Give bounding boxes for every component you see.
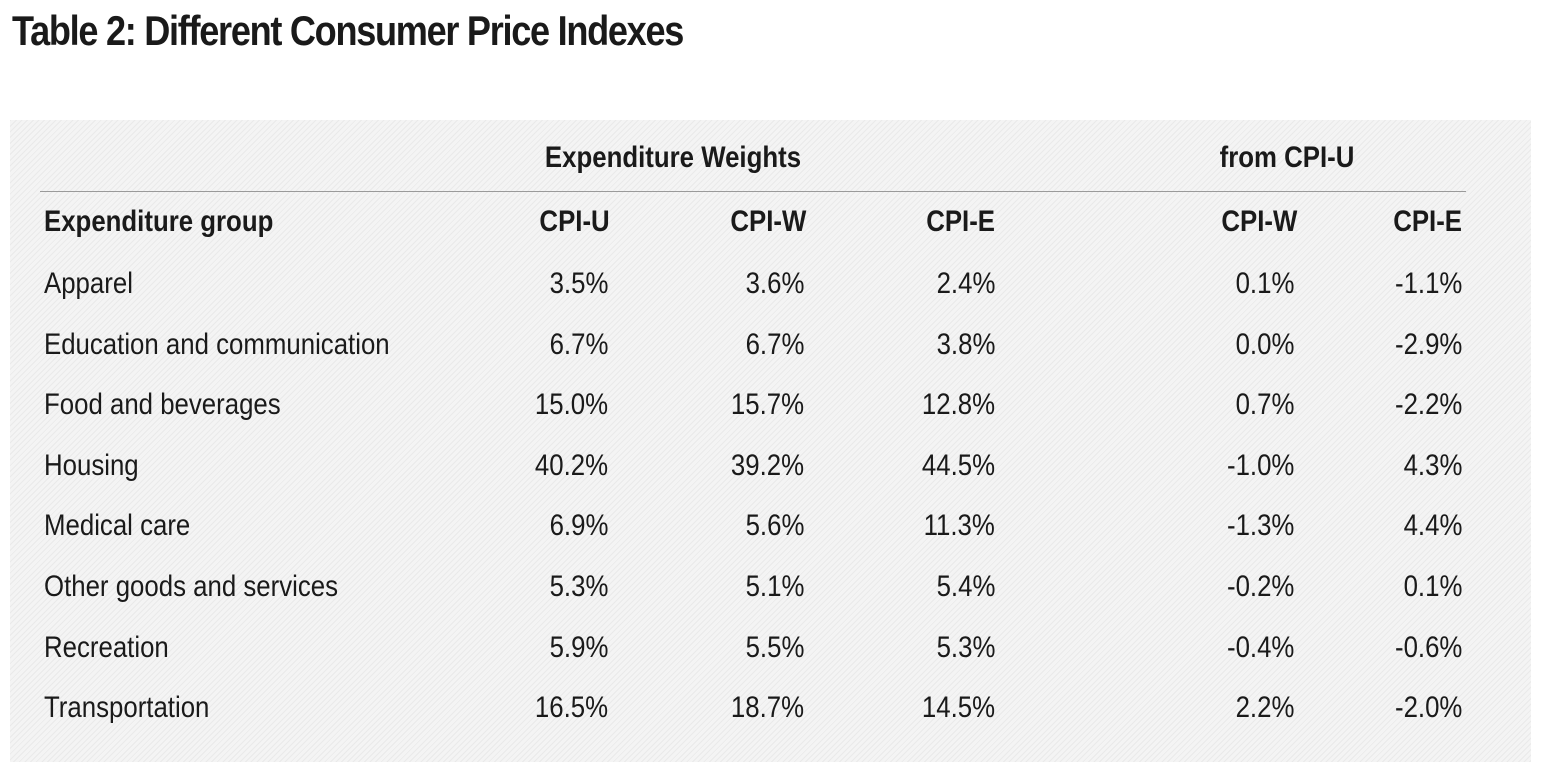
table-cell: -2.2% [1394,388,1462,421]
table-cell: 12.8% [921,388,995,421]
table-cell: 3.6% [745,267,804,300]
table-cell: 0.0% [1235,328,1294,361]
table-cell: 14.5% [921,691,995,724]
table-cell: -2.0% [1394,691,1462,724]
row-label: Housing [44,449,139,482]
row-label: Recreation [44,631,169,664]
table-panel [10,120,1531,762]
table-cell: 6.7% [745,328,804,361]
group-header-expenditure-weights: Expenditure Weights [544,141,802,174]
table-cell: 39.2% [730,449,804,482]
table-cell: 44.5% [921,449,995,482]
table-cell: 5.9% [549,631,608,664]
table-cell: 5.3% [549,570,608,603]
row-label: Food and beverages [44,388,281,421]
group-header-from-cpi-u: from CPI-U [1219,141,1355,174]
table-cell: 40.2% [534,449,608,482]
row-label: Medical care [44,509,191,542]
table-cell: 2.4% [936,267,995,300]
table-cell: -1.3% [1226,509,1294,542]
table-cell: -0.4% [1226,631,1294,664]
table-cell: 11.3% [923,509,995,542]
table-cell: 18.7% [730,691,804,724]
table-cell: 0.1% [1235,267,1294,300]
table-cell: 4.4% [1403,509,1462,542]
table-cell: -0.2% [1226,570,1294,603]
table-cell: 15.0% [534,388,608,421]
row-label: Other goods and services [44,570,338,603]
table-cell: 15.7% [730,388,804,421]
table-cell: 0.1% [1403,570,1462,603]
table-cell: -1.1% [1394,267,1462,300]
table-cell: -2.9% [1394,328,1462,361]
table-cell: 4.3% [1403,449,1462,482]
table-cell: 5.5% [745,631,804,664]
table-cell: 5.3% [936,631,995,664]
column-header: CPI-E [926,205,995,238]
header-divider [40,191,1466,192]
row-label: Apparel [44,267,133,300]
table-cell: -1.0% [1226,449,1294,482]
column-header: CPI-W [730,205,806,238]
table-cell: 5.4% [936,570,995,603]
table-cell: 5.6% [745,509,804,542]
column-header: Expenditure group [44,205,274,238]
page-title: Table 2: Different Consumer Price Indexe… [12,7,684,54]
column-header: CPI-W [1221,205,1297,238]
row-label: Transportation [44,691,210,724]
table-cell: 3.8% [936,328,995,361]
table-cell: 6.9% [549,509,608,542]
table-cell: 3.5% [549,267,608,300]
table-cell: 5.1% [745,570,804,603]
table-cell: 2.2% [1235,691,1294,724]
column-header: CPI-U [539,205,610,238]
row-label: Education and communication [44,328,390,361]
column-header: CPI-E [1393,205,1462,238]
table-cell: 6.7% [549,328,608,361]
table-cell: 16.5% [534,691,608,724]
table-cell: -0.6% [1394,631,1462,664]
table-cell: 0.7% [1235,388,1294,421]
